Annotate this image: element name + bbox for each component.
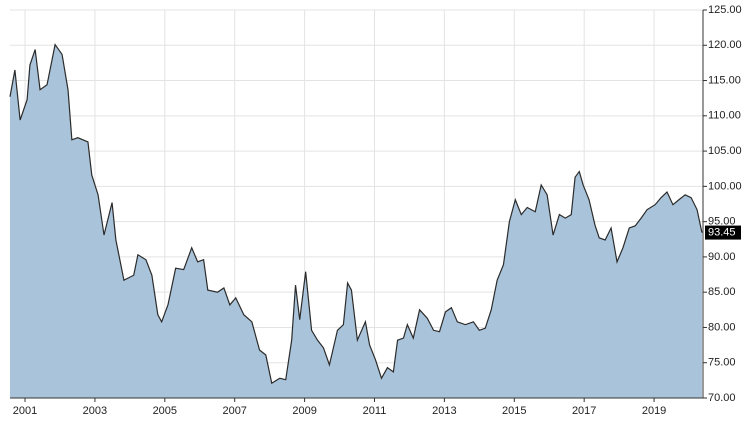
y-tick-label: 95.00	[708, 216, 736, 228]
y-tick-label: 120.00	[708, 39, 742, 51]
x-tick-label: 2019	[642, 405, 666, 417]
y-tick-label: 125.00	[708, 4, 742, 16]
value-label-box	[705, 225, 741, 240]
x-tick-label: 2009	[292, 405, 316, 417]
y-tick-label: 100.00	[708, 180, 742, 192]
x-tick-label: 2015	[502, 405, 526, 417]
area-fill	[10, 44, 702, 398]
x-tick-label: 2001	[13, 405, 37, 417]
y-tick-label: 75.00	[708, 357, 736, 369]
value-label: 93.45	[708, 226, 736, 238]
y-tick-label: 90.00	[708, 251, 736, 263]
y-tick-label: 80.00	[708, 321, 736, 333]
y-tick-label: 85.00	[708, 286, 736, 298]
y-tick-label: 115.00	[708, 74, 741, 86]
x-tick-label: 2013	[432, 405, 456, 417]
y-tick-label: 110.00	[708, 110, 741, 122]
y-tick-label: 105.00	[708, 145, 742, 157]
x-tick-label: 2005	[153, 405, 177, 417]
area-line	[9, 43, 703, 385]
y-tick-label: 70.00	[708, 392, 736, 404]
x-tick-label: 2007	[222, 405, 246, 417]
x-tick-label: 2011	[363, 405, 387, 417]
x-tick-label: 2017	[572, 405, 596, 417]
x-tick-label: 2003	[83, 405, 107, 417]
